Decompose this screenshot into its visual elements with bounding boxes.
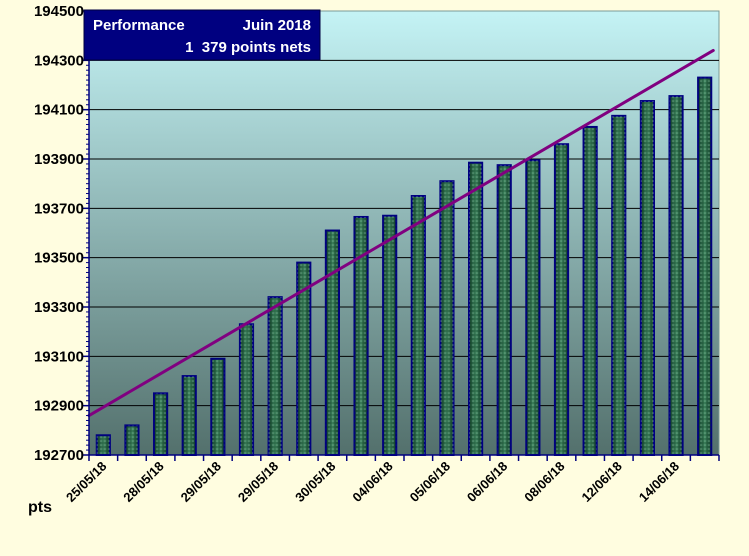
y-unit-label: pts bbox=[28, 499, 52, 516]
bar-texture bbox=[383, 215, 397, 455]
y-tick-label: 193300 bbox=[34, 299, 84, 316]
bar-texture bbox=[354, 216, 368, 455]
y-tick-label: 194500 bbox=[34, 3, 84, 20]
bar bbox=[95, 434, 111, 456]
bar bbox=[153, 392, 169, 457]
bar bbox=[124, 424, 140, 456]
x-tick-labels: 25/05/18 28/05/18 29/05/18 29/05/18 30/05/18… bbox=[63, 455, 720, 505]
x-tick-label: 06/06/18 bbox=[464, 459, 510, 505]
x-tick-label: 12/06/18 bbox=[579, 459, 625, 505]
y-tick-label: 193500 bbox=[34, 250, 84, 267]
y-tick-label: 193100 bbox=[34, 348, 84, 365]
bar-texture bbox=[469, 162, 483, 455]
title-line1-left: Performance bbox=[93, 17, 185, 34]
x-tick-label: 29/05/18 bbox=[235, 459, 281, 505]
y-tick-label: 194100 bbox=[34, 102, 84, 119]
bar bbox=[697, 76, 713, 456]
bar-texture bbox=[211, 358, 225, 455]
bar-texture bbox=[698, 77, 712, 455]
title-box: Performance Juin 2018 1 379 points nets bbox=[83, 9, 321, 61]
bar-texture bbox=[297, 262, 311, 455]
bar bbox=[496, 164, 512, 457]
bar bbox=[611, 114, 627, 456]
trend-line bbox=[87, 48, 715, 418]
x-tick-label: 04/06/18 bbox=[349, 459, 395, 505]
bar bbox=[553, 143, 570, 456]
bar-texture bbox=[268, 297, 282, 455]
x-tick-label: 05/06/18 bbox=[407, 459, 453, 505]
bar-texture bbox=[239, 324, 254, 455]
bar-texture bbox=[554, 144, 569, 455]
bar bbox=[296, 261, 312, 456]
y-tick-label: 192900 bbox=[34, 398, 84, 415]
bar-texture bbox=[411, 196, 425, 455]
x-tick-label: 08/06/18 bbox=[521, 459, 567, 505]
bar bbox=[439, 180, 455, 456]
bar bbox=[324, 229, 340, 456]
bar bbox=[410, 195, 426, 456]
bar-texture bbox=[583, 126, 597, 455]
bars bbox=[95, 76, 713, 457]
bar-texture bbox=[526, 160, 540, 455]
bar bbox=[238, 323, 255, 456]
bar-texture bbox=[96, 435, 110, 455]
y-tick-label: 192700 bbox=[34, 447, 84, 464]
y-tick-labels: 192700 192900 193100 193300 193500 193700 1939… bbox=[34, 3, 89, 464]
x-tick-label: 30/05/18 bbox=[292, 459, 338, 505]
x-tick-label: 25/05/18 bbox=[63, 459, 109, 505]
x-tick-label: 14/06/18 bbox=[636, 459, 682, 505]
x-tick-label: 29/05/18 bbox=[178, 459, 224, 505]
y-tick-label: 193700 bbox=[34, 200, 84, 217]
bar bbox=[181, 375, 197, 457]
bar bbox=[639, 100, 655, 457]
bar-texture bbox=[325, 230, 339, 455]
x-tick-label: 28/05/18 bbox=[120, 459, 166, 505]
bar bbox=[353, 215, 369, 456]
bar bbox=[582, 125, 598, 457]
bar bbox=[267, 296, 283, 456]
bar-texture bbox=[154, 393, 168, 455]
bar bbox=[210, 357, 226, 456]
bar-texture bbox=[497, 165, 511, 455]
bar-texture bbox=[182, 376, 196, 455]
bar-texture bbox=[669, 96, 683, 455]
bar-texture bbox=[440, 181, 454, 455]
y-tick-label: 194300 bbox=[34, 52, 84, 69]
title-line2: 1 379 points nets bbox=[185, 39, 311, 56]
bar-texture bbox=[612, 115, 626, 455]
bar bbox=[382, 214, 398, 456]
y-tick-label: 193900 bbox=[34, 151, 84, 168]
bar bbox=[668, 95, 684, 456]
bar-texture bbox=[125, 425, 139, 455]
title-line1-right: Juin 2018 bbox=[243, 17, 311, 34]
bar bbox=[468, 161, 484, 456]
bar bbox=[525, 159, 541, 456]
bar-texture bbox=[640, 101, 654, 456]
